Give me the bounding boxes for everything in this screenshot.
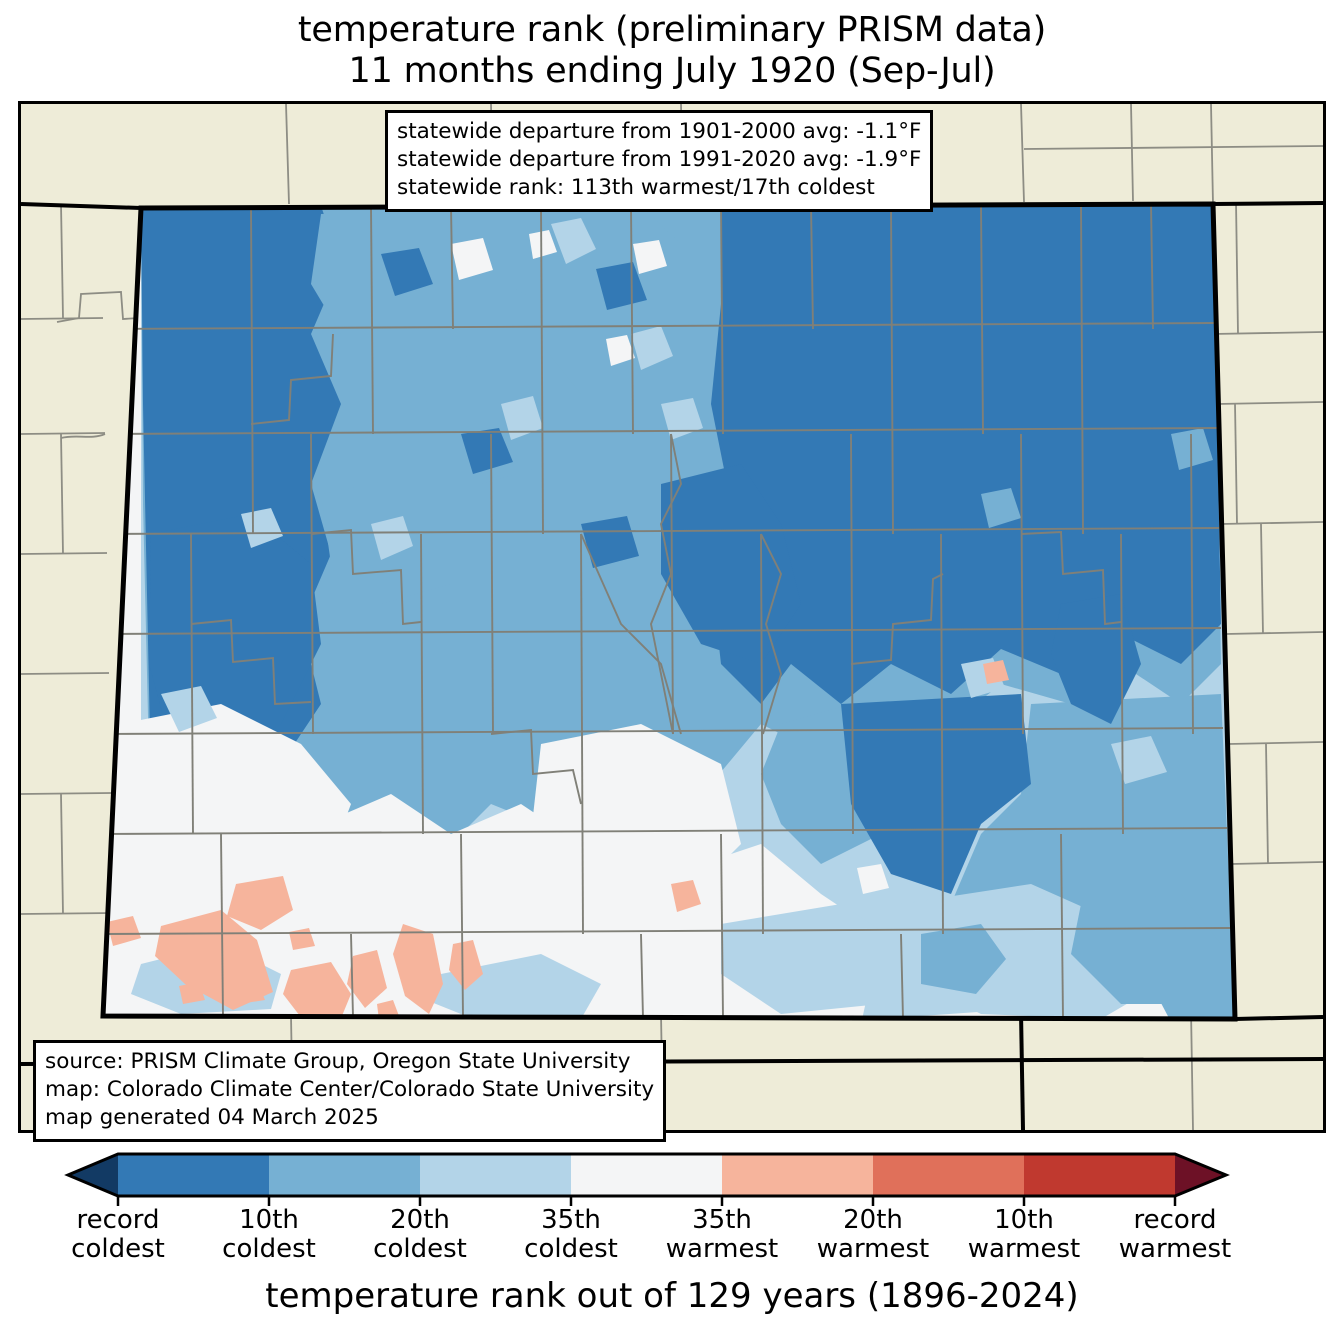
- colorbar-caption: temperature rank out of 129 years (1896-…: [265, 1276, 1079, 1316]
- colorbar-label-0-bottom: coldest: [71, 1234, 165, 1265]
- source-box: source: PRISM Climate Group, Oregon Stat…: [33, 1040, 667, 1142]
- colorbar-label-1-top: 10th: [239, 1205, 299, 1235]
- colorbar-band-6: [873, 1154, 1024, 1196]
- colorbar-extend-low: [68, 1154, 118, 1196]
- colorbar-label-6: 10th warmest: [924, 1205, 1124, 1265]
- colorbar-band-5: [722, 1154, 873, 1196]
- colorado-county-lines: [103, 204, 1232, 1019]
- colorbar-label-1-bottom: coldest: [222, 1234, 316, 1265]
- colorado-climate-map: [21, 104, 1323, 1130]
- colorbar-label-6-top: 10th: [994, 1205, 1054, 1235]
- rank-band-10th-coldest-e-spur: [1051, 594, 1141, 724]
- colorbar-band-7: [1024, 1154, 1175, 1196]
- colorbar-bands: [68, 1154, 1226, 1196]
- stat-statewide-rank: statewide rank: 113th warmest/17th colde…: [397, 174, 875, 200]
- colorbar-label-2-top: 20th: [390, 1205, 450, 1235]
- colorbar-label-3: 35th coldest: [471, 1205, 671, 1265]
- page-title: temperature rank (preliminary PRISM data…: [0, 10, 1344, 92]
- colorbar-label-7-bottom: warmest: [1118, 1234, 1232, 1265]
- colorado-rank-field: [103, 204, 1235, 1019]
- colorbar-label-5-bottom: warmest: [816, 1234, 930, 1265]
- colorbar-label-3-top: 35th: [541, 1205, 601, 1235]
- colorbar-label-1: 10th coldest: [169, 1205, 369, 1265]
- rank-band-10th-coldest-mid: [841, 694, 1031, 894]
- colorbar-label-2-bottom: coldest: [373, 1234, 467, 1265]
- colorbar-label-6-bottom: warmest: [967, 1234, 1081, 1265]
- map-generated-line: map generated 04 March 2025: [45, 1104, 379, 1130]
- colorbar-label-0-top: record: [76, 1205, 160, 1235]
- rank-holes-white: [451, 238, 889, 894]
- colorbar: [0, 1146, 1344, 1206]
- rank-band-10th-coldest-northeast: [711, 204, 1221, 704]
- map-credit-line: map: Colorado Climate Center/Colorado St…: [45, 1076, 655, 1102]
- colorbar-band-3: [420, 1154, 571, 1196]
- colorbar-ticks: [116, 1196, 1177, 1206]
- colorbar-band-4: [571, 1154, 722, 1196]
- colorbar-band-1: [118, 1154, 269, 1196]
- colorbar-label-7-top: record: [1133, 1205, 1217, 1235]
- rank-band-near-median-sw: [113, 704, 351, 904]
- colorbar-label-4-bottom: warmest: [665, 1234, 779, 1265]
- rank-band-warm-salmon: [107, 660, 1009, 1019]
- colorbar-extend-high: [1175, 1154, 1226, 1196]
- rank-band-10th-coldest-ne-extra: [661, 464, 801, 664]
- colorbar-label-3-bottom: coldest: [524, 1234, 618, 1265]
- title-line-2: 11 months ending July 1920 (Sep-Jul): [348, 50, 996, 91]
- stat-departure-1991-2020: statewide departure from 1991-2020 avg: …: [397, 146, 922, 172]
- colorbar-label-4-top: 35th: [692, 1205, 752, 1235]
- rank-inclusions-light: [241, 206, 1213, 604]
- colorbar-label-4: 35th warmest: [622, 1205, 822, 1265]
- colorbar-label-5-top: 20th: [843, 1205, 903, 1235]
- stat-departure-1901-2000: statewide departure from 1901-2000 avg: …: [397, 119, 922, 144]
- colorbar-label-0: record coldest: [18, 1205, 218, 1265]
- source-line: source: PRISM Climate Group, Oregon Stat…: [45, 1049, 631, 1074]
- statistics-box: statewide departure from 1901-2000 avg: …: [385, 110, 934, 212]
- colorbar-label-7: record warmest: [1075, 1205, 1275, 1265]
- colorbar-label-5: 20th warmest: [773, 1205, 973, 1265]
- colorbar-labels: record coldest 10th coldest 20th coldest…: [0, 1205, 1344, 1272]
- title-line-1: temperature rank (preliminary PRISM data…: [297, 10, 1047, 50]
- colorbar-label-2: 20th coldest: [320, 1205, 520, 1265]
- colorbar-band-2: [269, 1154, 420, 1196]
- map-frame: [18, 101, 1326, 1133]
